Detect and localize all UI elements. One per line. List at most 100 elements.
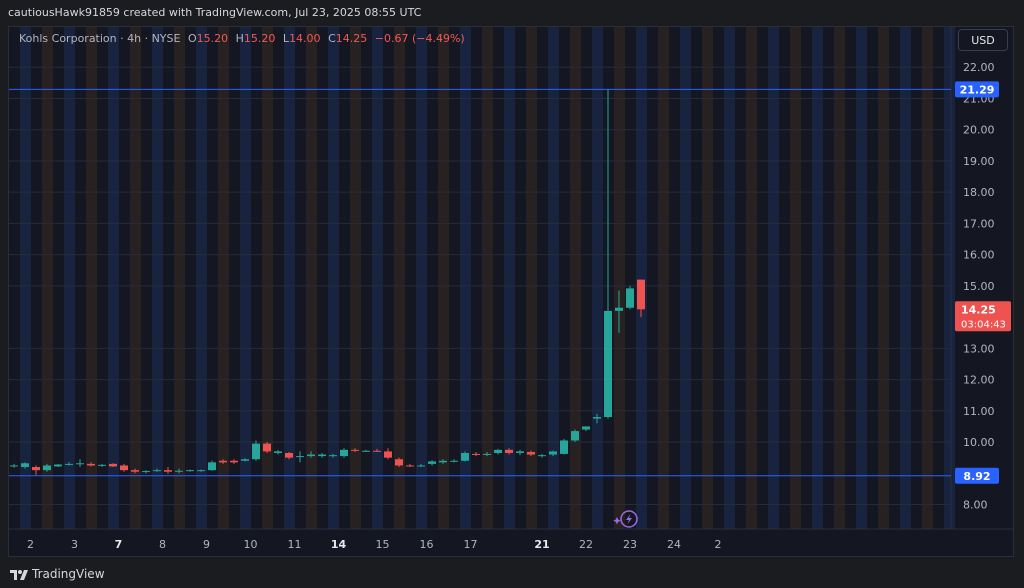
candle-body[interactable] (98, 464, 106, 466)
candle-body[interactable] (186, 470, 194, 472)
candle-body[interactable] (153, 470, 161, 472)
candle-body[interactable] (450, 460, 458, 462)
session-band (548, 27, 559, 529)
candle-body[interactable] (461, 452, 469, 461)
last-price-badge-bg (955, 301, 1011, 332)
attribution-text: cautiousHawk91859 created with TradingVi… (8, 6, 422, 19)
candle-body[interactable] (219, 460, 227, 463)
session-band (196, 27, 207, 529)
candle-body[interactable] (637, 279, 645, 310)
candle-body[interactable] (406, 465, 414, 467)
candle-body[interactable] (384, 451, 392, 458)
candle-body[interactable] (472, 453, 480, 455)
candle-body[interactable] (428, 461, 436, 464)
candle-body[interactable] (439, 460, 447, 463)
candle-body[interactable] (593, 417, 601, 419)
session-band (64, 27, 75, 529)
session-band (504, 27, 515, 529)
candle-body[interactable] (417, 465, 425, 467)
x-tick-label: 23 (623, 538, 637, 551)
ohlc-legend: Kohls Corporation · 4h · NYSE O15.20 H15… (19, 31, 465, 47)
candle-body[interactable] (571, 431, 579, 441)
candle-body[interactable] (241, 459, 249, 461)
candle-body[interactable] (263, 443, 271, 452)
candle-body[interactable] (307, 454, 315, 457)
candle-body[interactable] (21, 463, 29, 468)
candle-body[interactable] (296, 456, 304, 458)
candle-body[interactable] (329, 455, 337, 457)
x-tick-label: 14 (331, 538, 347, 551)
candle-body[interactable] (362, 450, 370, 452)
candle-body[interactable] (142, 471, 150, 473)
currency-button[interactable]: USD (958, 29, 1008, 51)
session-band (680, 27, 691, 529)
session-band (812, 27, 823, 529)
candle-body[interactable] (175, 470, 183, 472)
x-tick-label: 11 (288, 538, 302, 551)
x-tick-label: 16 (420, 538, 434, 551)
candle-body[interactable] (109, 463, 117, 467)
candle-body[interactable] (32, 467, 40, 471)
candle-body[interactable] (604, 310, 612, 418)
candle-body[interactable] (626, 288, 634, 308)
y-tick-label: 19.00 (963, 155, 995, 168)
low-value: 14.00 (289, 32, 321, 45)
candle-body[interactable] (560, 440, 568, 454)
chart-frame[interactable]: 8.00 10.00 11.00 12.00 13.00 15.00 16.00 17.00 1… (8, 26, 1014, 557)
candle-body[interactable] (318, 454, 326, 457)
candle-body[interactable] (582, 426, 590, 430)
candle-body[interactable] (230, 460, 238, 463)
candle-body[interactable] (395, 459, 403, 466)
candle-body[interactable] (483, 453, 491, 455)
candle-body[interactable] (274, 451, 282, 453)
candle-body[interactable] (538, 455, 546, 457)
candle-body[interactable] (615, 307, 623, 311)
session-band (218, 27, 229, 529)
y-tick-label: 13.00 (963, 342, 995, 355)
candle-body[interactable] (516, 451, 524, 453)
last-price-badge: 14.25 (961, 303, 996, 316)
candle-body[interactable] (252, 443, 260, 460)
candle-body[interactable] (549, 451, 557, 455)
candle-body[interactable] (494, 449, 502, 453)
candle-body[interactable] (164, 470, 172, 472)
session-band (702, 27, 713, 529)
session-band (240, 27, 251, 529)
session-band (394, 27, 405, 529)
session-band (724, 27, 735, 529)
candle-body[interactable] (131, 470, 139, 472)
session-band (944, 27, 955, 529)
y-tick-label: 15.00 (963, 280, 995, 293)
x-tick-label: 2 (715, 538, 722, 551)
candle-body[interactable] (87, 463, 95, 466)
sparkle-icon (613, 517, 621, 525)
candle-body[interactable] (505, 449, 513, 453)
candle-body[interactable] (43, 465, 51, 471)
candle-body[interactable] (120, 465, 128, 471)
price-chart[interactable]: 8.00 10.00 11.00 12.00 13.00 15.00 16.00 17.00 1… (9, 27, 1013, 556)
x-tick-label: 8 (159, 538, 166, 551)
lightning-icon[interactable] (620, 510, 638, 528)
tradingview-logo-icon (10, 569, 28, 580)
candle-body[interactable] (197, 470, 205, 472)
candle-body[interactable] (65, 463, 73, 465)
candle-body[interactable] (373, 450, 381, 452)
candle-body[interactable] (76, 463, 84, 465)
candle-body[interactable] (10, 465, 18, 467)
candle-body[interactable] (208, 462, 216, 471)
candle-body[interactable] (285, 452, 293, 458)
candle-body[interactable] (340, 449, 348, 457)
y-tick-label: 10.00 (963, 436, 995, 449)
session-band (856, 27, 867, 529)
tradingview-logo[interactable]: TradingView (10, 561, 105, 588)
candle-body[interactable] (527, 452, 535, 455)
close-value: 14.25 (335, 32, 368, 45)
session-band (900, 27, 911, 529)
countdown-badge: 03:04:43 (961, 319, 1006, 330)
close-key: C (328, 32, 336, 45)
candle-body[interactable] (54, 464, 62, 467)
candle-body[interactable] (351, 449, 359, 451)
session-band (130, 27, 141, 529)
session-band (922, 27, 933, 529)
low-line-badge: 8.92 (963, 470, 990, 483)
